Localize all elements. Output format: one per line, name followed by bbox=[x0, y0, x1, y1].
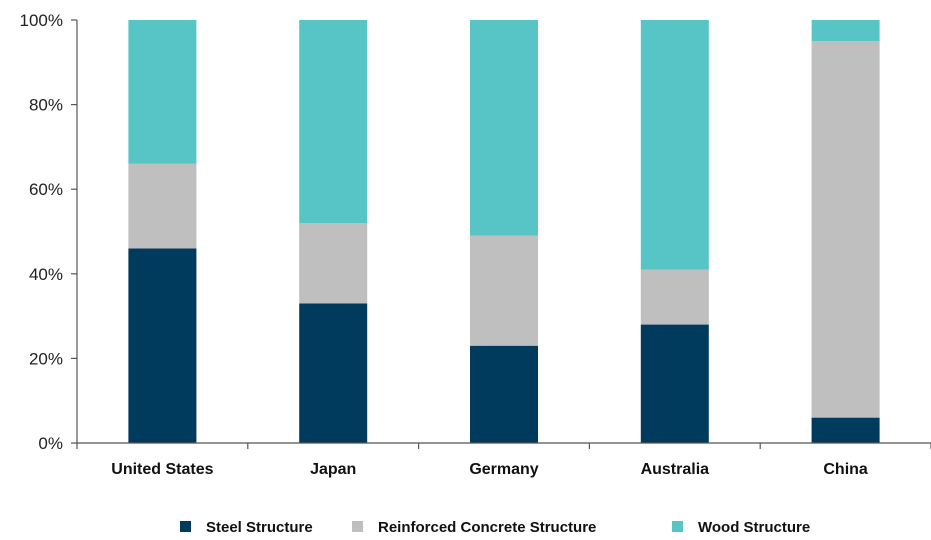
y-axis: 0% 20% 40% 60% 80% 100% bbox=[20, 11, 78, 453]
x-tick-label: Germany bbox=[469, 461, 538, 478]
x-axis: United States Japan Germany Australia China bbox=[76, 442, 931, 478]
bar-segment-2 bbox=[640, 269, 709, 325]
x-tick-label: China bbox=[823, 461, 868, 478]
y-tick-label: 20% bbox=[29, 349, 63, 368]
bar-segment-3 bbox=[470, 20, 538, 236]
x-tick-label: Japan bbox=[310, 461, 356, 478]
bar-segment-2 bbox=[811, 41, 880, 418]
y-tick-label: 80% bbox=[29, 96, 63, 115]
legend-swatch bbox=[352, 521, 363, 532]
bars bbox=[128, 20, 880, 443]
legend: Steel Structure Reinforced Concrete Struc… bbox=[180, 519, 810, 536]
bar-segment-1 bbox=[128, 248, 197, 443]
bar-segment-1 bbox=[470, 345, 538, 443]
y-tick-label: 100% bbox=[20, 11, 63, 30]
bar-segment-3 bbox=[811, 20, 880, 42]
bar-segment-1 bbox=[811, 417, 880, 443]
bar-segment-3 bbox=[299, 20, 368, 224]
x-tick-label: United States bbox=[111, 461, 213, 478]
bar-segment-2 bbox=[470, 235, 538, 346]
bar-segment-1 bbox=[640, 324, 709, 443]
bar-segment-2 bbox=[128, 163, 197, 249]
bar-segment-3 bbox=[128, 20, 197, 164]
bar-segment-1 bbox=[299, 303, 368, 443]
legend-label: Wood Structure bbox=[698, 519, 810, 536]
bar-segment-2 bbox=[299, 223, 368, 304]
legend-swatch bbox=[672, 521, 683, 532]
y-tick-label: 0% bbox=[38, 434, 63, 453]
legend-label: Steel Structure bbox=[206, 519, 313, 536]
y-tick-label: 40% bbox=[29, 265, 63, 284]
x-tick-label: Australia bbox=[641, 461, 710, 478]
legend-label: Reinforced Concrete Structure bbox=[378, 519, 596, 536]
legend-swatch bbox=[180, 521, 191, 532]
bar-segment-3 bbox=[640, 20, 709, 270]
y-tick-label: 60% bbox=[29, 180, 63, 199]
